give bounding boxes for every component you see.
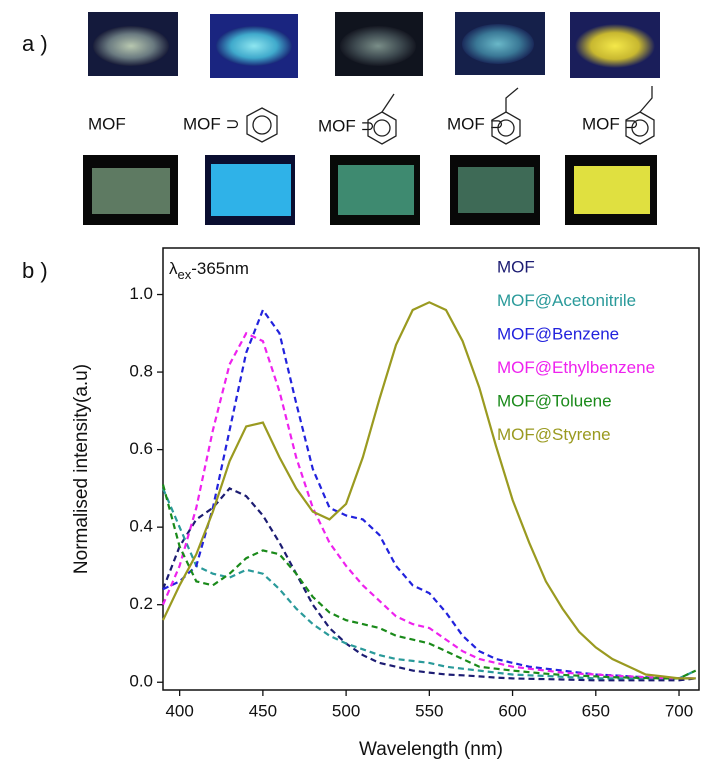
- y-tick-label: 0.4: [129, 517, 153, 536]
- y-tick-label: 1.0: [129, 284, 153, 303]
- y-tick-label: 0.2: [129, 594, 153, 613]
- series-line: [163, 485, 696, 679]
- photo: [216, 26, 292, 66]
- photo: [340, 26, 416, 66]
- legend-entry: MOF@Toluene: [497, 391, 612, 410]
- x-tick-label: 600: [498, 701, 526, 720]
- legend-entry: MOF@Benzene: [497, 324, 619, 343]
- photo: [574, 166, 650, 214]
- photo: [462, 24, 534, 64]
- photo: [575, 24, 655, 68]
- legend-entry: MOF@Acetonitrile: [497, 291, 636, 310]
- series-line: [163, 488, 696, 678]
- y-tick-label: 0.8: [129, 362, 153, 381]
- panel-label: a ): [22, 31, 48, 56]
- legend-entry: MOF@Ethylbenzene: [497, 358, 655, 377]
- legend-entry: MOF@Styrene: [497, 425, 611, 444]
- panel-label: b ): [22, 258, 48, 283]
- caption: MOF ⊃: [183, 114, 240, 133]
- photo: [338, 165, 414, 215]
- annotation: λex-365nm: [169, 259, 249, 282]
- plot-frame: [163, 248, 699, 690]
- x-axis-title: Wavelength (nm): [359, 739, 503, 760]
- x-tick-label: 500: [332, 701, 360, 720]
- photo: [93, 26, 169, 66]
- figure: a ) MOF MOF ⊃ MOF ⊃ MOF ⊃ MOF ⊃: [0, 0, 701, 766]
- series-line: [163, 488, 696, 680]
- series-line: [163, 333, 696, 678]
- x-tick-label: 650: [582, 701, 610, 720]
- x-tick-label: 400: [165, 701, 193, 720]
- annotation-part: ex: [178, 267, 192, 282]
- caption: MOF ⊃: [318, 116, 375, 135]
- photo: [458, 167, 534, 213]
- y-tick-label: 0.0: [129, 672, 153, 691]
- legend-entry: MOF: [497, 257, 535, 276]
- caption: MOF ⊃: [447, 114, 504, 133]
- y-axis-title: Normalised intensity(a.u): [71, 364, 92, 574]
- y-tick-label: 0.6: [129, 439, 153, 458]
- photo: [211, 164, 291, 216]
- x-tick-label: 450: [249, 701, 277, 720]
- x-tick-label: 550: [415, 701, 443, 720]
- x-tick-label: 700: [665, 701, 693, 720]
- photo: [92, 168, 170, 214]
- caption: MOF: [88, 114, 126, 133]
- annotation-part: -365nm: [191, 259, 249, 278]
